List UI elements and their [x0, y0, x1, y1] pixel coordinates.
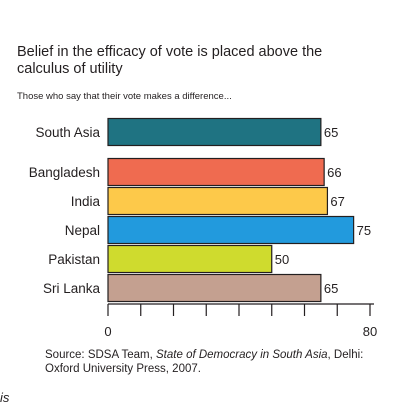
- category-label: South Asia: [35, 125, 100, 140]
- category-label: Bangladesh: [29, 165, 100, 180]
- bar-chart: South Asia 65 Bangladesh 66 India 67 Nepal 75 Pa…: [29, 117, 377, 339]
- source-prefix: Source: SDSA Team,: [45, 349, 157, 361]
- category-label: India: [71, 194, 101, 209]
- value-label: 50: [275, 252, 289, 267]
- category-label: Sri Lanka: [43, 281, 101, 296]
- category-label: Pakistan: [48, 252, 100, 267]
- value-label: 65: [324, 125, 338, 140]
- chart-title: Belief in the efficacy of vote is placed…: [17, 44, 323, 77]
- source-suffix: , Delhi: Oxford University Press, 2007.: [45, 349, 364, 375]
- bar-india: [107, 186, 329, 216]
- value-label: 67: [330, 194, 344, 209]
- x-tick-label: 80: [363, 324, 377, 339]
- bar-pakistan: [107, 244, 273, 274]
- chart-subtitle: Those who say that their vote makes a di…: [17, 91, 232, 102]
- bar-nepal: [107, 215, 355, 245]
- x-tick-label: 0: [104, 324, 111, 339]
- bar-sri-lanka: [107, 273, 322, 303]
- value-label: 75: [357, 223, 371, 238]
- bar-bangladesh: [107, 157, 325, 187]
- category-label: Nepal: [65, 223, 100, 238]
- bar-south-asia: [107, 117, 322, 147]
- cut-off-text: is: [0, 390, 10, 405]
- source-note: Source: SDSA Team, State of Democracy in…: [45, 348, 375, 376]
- source-book-title: State of Democracy in South Asia: [156, 349, 328, 361]
- value-label: 66: [327, 165, 341, 180]
- value-label: 65: [324, 281, 338, 296]
